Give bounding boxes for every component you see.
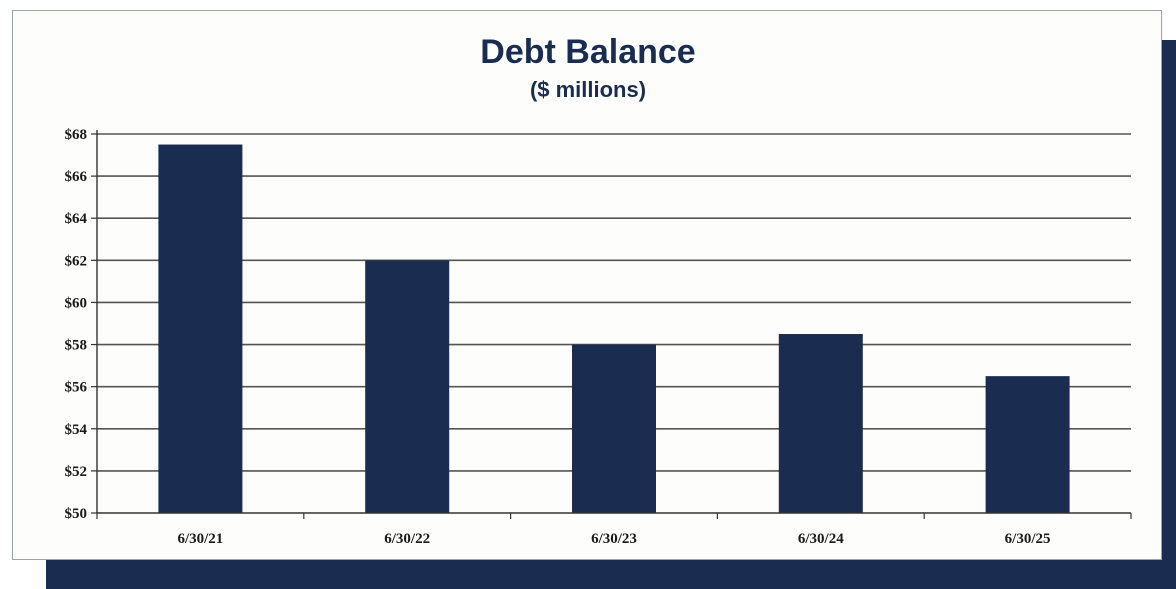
chart-subtitle: ($ millions) bbox=[529, 77, 647, 102]
y-tick-label: $58 bbox=[65, 338, 88, 354]
x-tick-label: 6/30/22 bbox=[384, 531, 430, 547]
chart-title: Debt Balance bbox=[480, 33, 696, 71]
bar-chart: $50$52$54$56$58$60$62$64$66$68 6/30/21 6/… bbox=[65, 127, 1132, 547]
chart-panel: Debt Balance ($ millions) $50 $52 $54 $56 $5… bbox=[12, 10, 1162, 560]
y-tick-label: $50 bbox=[65, 506, 88, 522]
y-tick-label: $66 bbox=[65, 169, 88, 185]
y-tick-label: $62 bbox=[65, 253, 88, 269]
axes bbox=[91, 130, 1132, 519]
bar bbox=[572, 344, 656, 513]
y-tick-label: $60 bbox=[65, 295, 88, 311]
y-tick-label: $68 bbox=[65, 127, 88, 143]
bar bbox=[778, 334, 863, 513]
x-tick-labels: 6/30/21 6/30/22 6/30/23 6/30/24 6/30/25 bbox=[177, 531, 1050, 547]
y-tick-labels: $50 $52 $54 $56 $58 $60 $62 $64 $66 $68 bbox=[65, 127, 88, 522]
bar bbox=[985, 376, 1070, 513]
bars bbox=[158, 144, 1070, 513]
x-tick-label: 6/30/21 bbox=[177, 531, 223, 547]
y-tick-label: $56 bbox=[65, 380, 88, 396]
bar bbox=[158, 144, 243, 513]
x-tick-label: 6/30/23 bbox=[591, 531, 637, 547]
bar bbox=[365, 260, 450, 513]
y-tick-label: $54 bbox=[65, 422, 88, 438]
y-tick-label: $52 bbox=[65, 464, 88, 480]
x-tick-label: 6/30/25 bbox=[1005, 531, 1051, 547]
y-tick-label: $64 bbox=[65, 211, 88, 227]
x-tick-label: 6/30/24 bbox=[798, 531, 844, 547]
